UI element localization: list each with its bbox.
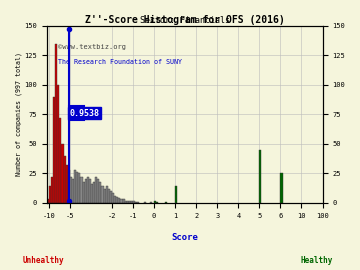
Bar — [53, 97, 55, 203]
Bar — [122, 199, 125, 203]
Title: Z''-Score Histogram for OFS (2016): Z''-Score Histogram for OFS (2016) — [85, 15, 284, 25]
Bar — [97, 179, 99, 203]
Text: Sector: Financials: Sector: Financials — [140, 16, 230, 25]
Bar — [121, 199, 122, 203]
Bar — [70, 177, 72, 203]
Bar — [137, 202, 139, 203]
Bar — [78, 173, 80, 203]
Bar — [165, 202, 167, 203]
Bar — [62, 144, 64, 203]
Bar — [72, 179, 74, 203]
Bar — [150, 202, 152, 203]
X-axis label: Score: Score — [171, 232, 198, 241]
Bar — [131, 201, 133, 203]
Bar — [76, 172, 78, 203]
Bar — [80, 177, 82, 203]
Bar — [129, 201, 131, 203]
Bar — [59, 118, 62, 203]
Bar — [102, 186, 104, 203]
Bar — [110, 191, 112, 203]
Bar — [85, 179, 87, 203]
Bar — [99, 182, 102, 203]
Bar — [87, 177, 89, 203]
Bar — [68, 170, 70, 203]
Bar — [51, 177, 53, 203]
Text: Unhealthy: Unhealthy — [22, 256, 64, 265]
Bar — [259, 150, 261, 203]
Bar — [104, 189, 106, 203]
Bar — [127, 201, 129, 203]
Bar — [82, 182, 85, 203]
Bar — [108, 189, 110, 203]
Bar — [74, 170, 76, 203]
Bar — [144, 202, 146, 203]
Bar — [47, 199, 49, 203]
Bar — [28, 199, 30, 203]
Bar — [49, 186, 51, 203]
Y-axis label: Number of companies (997 total): Number of companies (997 total) — [15, 52, 22, 176]
Bar — [95, 177, 97, 203]
Bar — [89, 179, 91, 203]
Text: 0.9538: 0.9538 — [69, 109, 100, 118]
Bar — [91, 184, 93, 203]
Bar — [55, 43, 57, 203]
Bar — [125, 201, 127, 203]
Bar — [175, 186, 177, 203]
Bar — [45, 193, 47, 203]
Bar — [66, 165, 68, 203]
Bar — [112, 193, 114, 203]
Bar — [114, 196, 116, 203]
Bar — [116, 197, 118, 203]
Bar — [154, 201, 156, 203]
Bar — [133, 201, 135, 203]
Bar — [118, 198, 121, 203]
Text: The Research Foundation of SUNY: The Research Foundation of SUNY — [58, 59, 182, 65]
Bar — [156, 202, 158, 203]
Bar — [135, 202, 137, 203]
Bar — [57, 85, 59, 203]
Bar — [93, 182, 95, 203]
Text: ©www.textbiz.org: ©www.textbiz.org — [58, 43, 126, 49]
Bar — [38, 193, 40, 203]
Text: Healthy: Healthy — [301, 256, 333, 265]
Bar — [64, 156, 66, 203]
Bar — [280, 173, 283, 203]
Bar — [106, 186, 108, 203]
